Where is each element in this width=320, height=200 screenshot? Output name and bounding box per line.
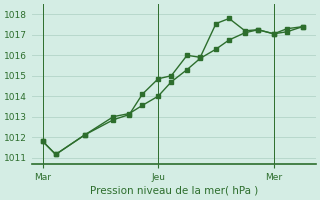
- X-axis label: Pression niveau de la mer( hPa ): Pression niveau de la mer( hPa ): [90, 186, 258, 196]
